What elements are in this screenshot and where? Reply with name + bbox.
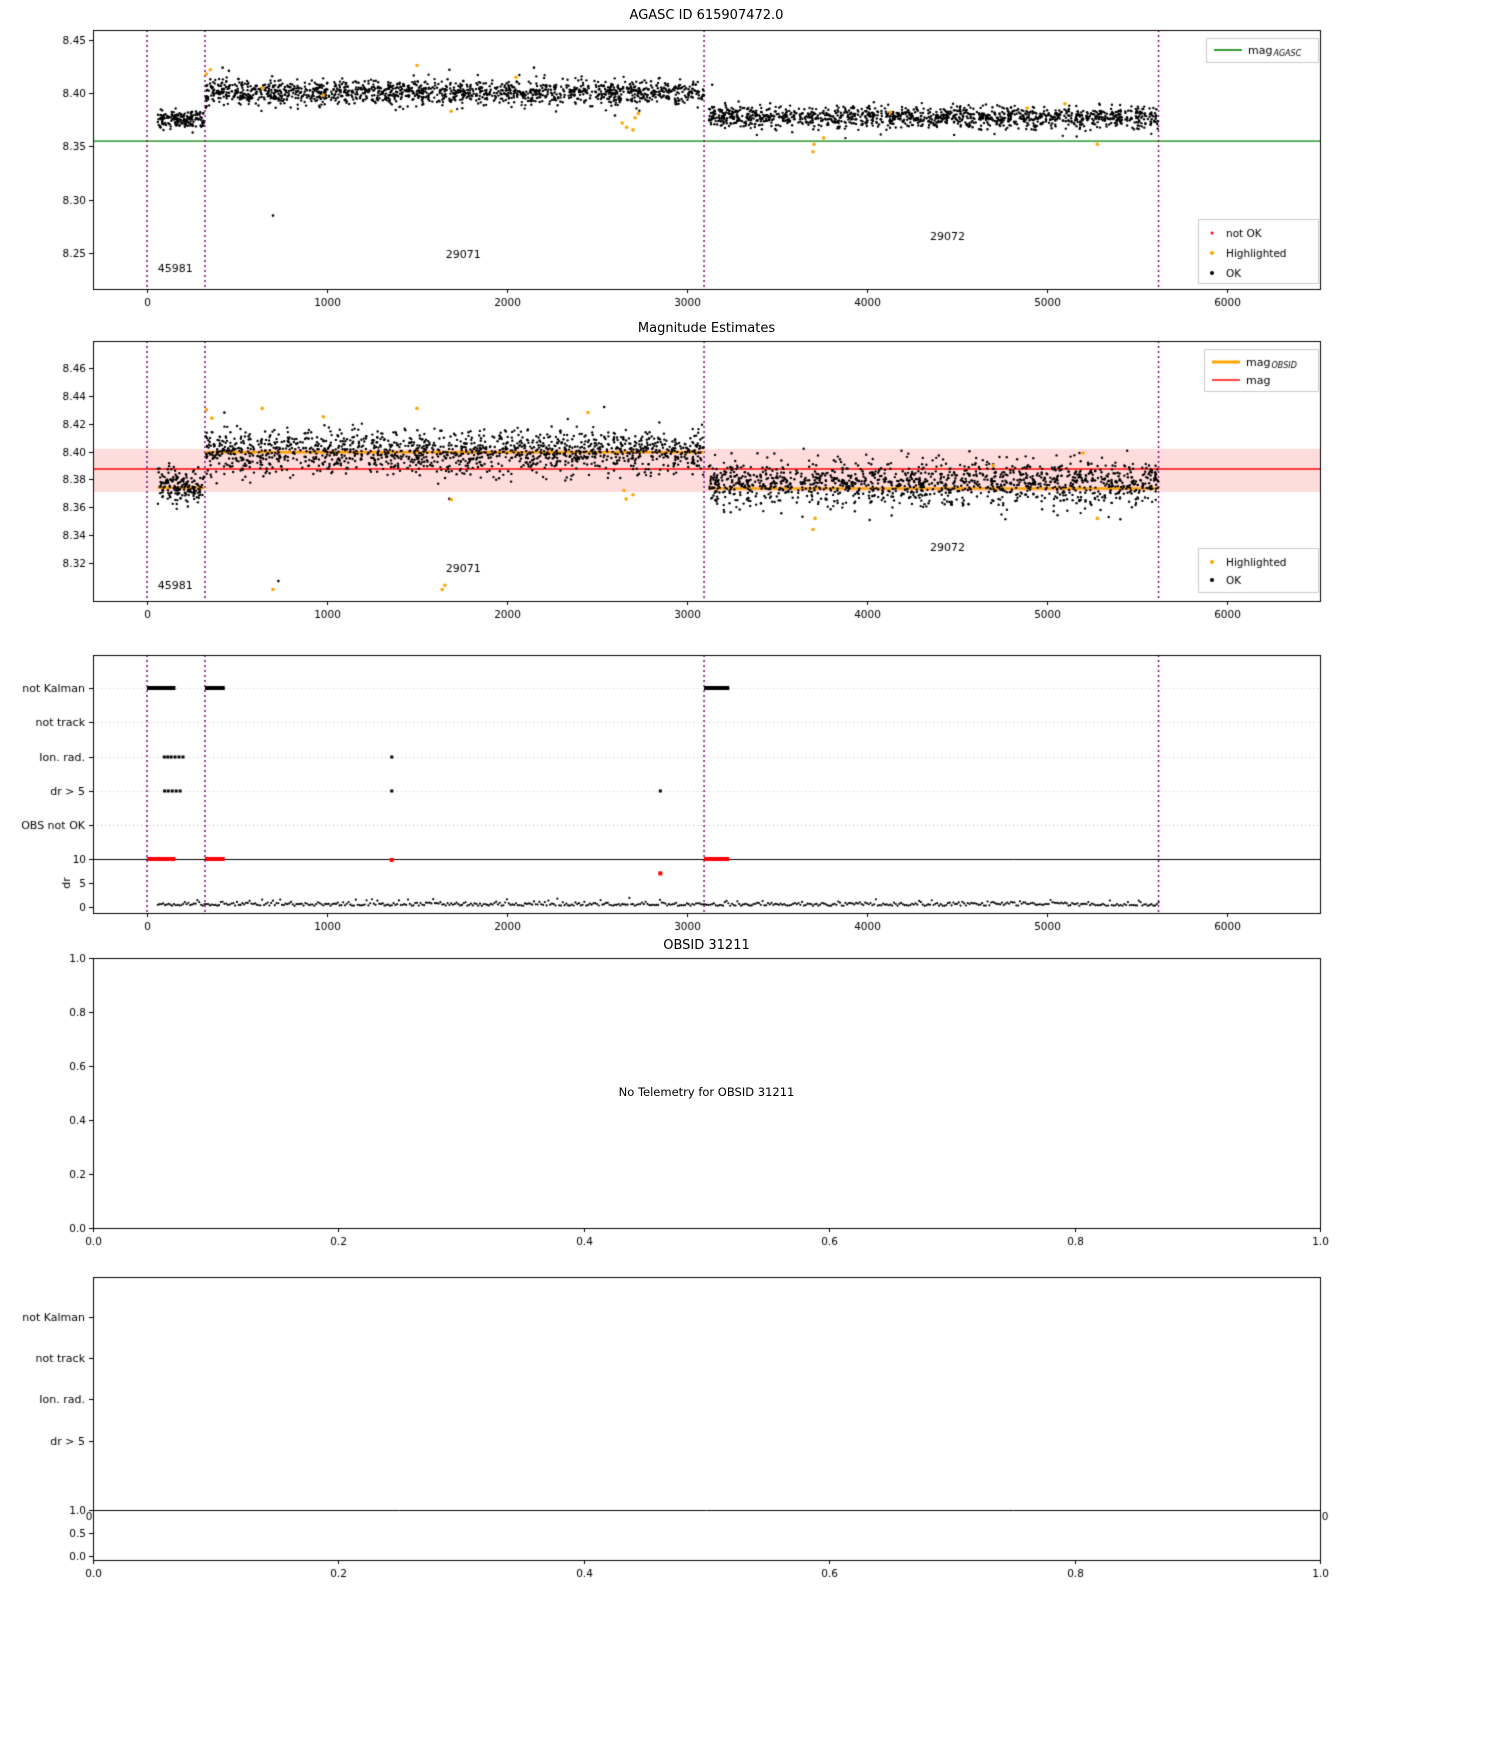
plot4-title: OBSID 31211 xyxy=(663,938,750,953)
plot-agasc-magnitudes xyxy=(0,0,1500,310)
plot-magnitude-estimates xyxy=(0,310,1500,625)
plot-obsid-flags-empty xyxy=(0,1255,1500,1750)
plot-telemetry-flags xyxy=(0,625,1500,940)
plot-obsid-31211 xyxy=(0,940,1500,1255)
no-telemetry-text: No Telemetry for OBSID 31211 xyxy=(618,1085,795,1099)
plot2-title: Magnitude Estimates xyxy=(637,321,776,336)
plot1-title: AGASC ID 615907472.0 xyxy=(629,8,784,23)
